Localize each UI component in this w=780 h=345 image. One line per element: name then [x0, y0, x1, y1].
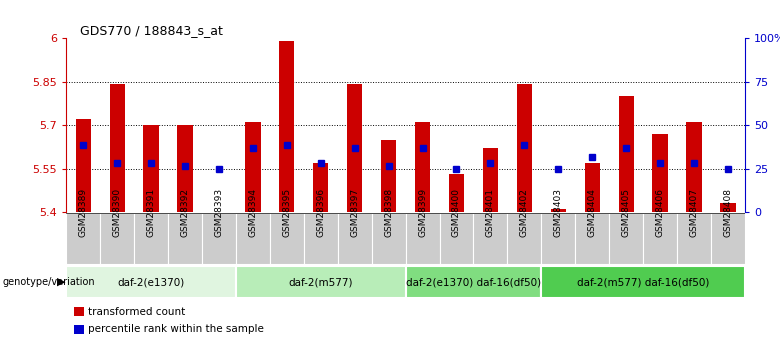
Text: GSM28408: GSM28408	[723, 188, 732, 237]
Bar	[406, 266, 541, 298]
Bar	[177, 125, 193, 212]
Bar	[551, 209, 566, 212]
Text: GSM28391: GSM28391	[147, 188, 156, 237]
Text: GSM28396: GSM28396	[316, 188, 325, 237]
Text: GSM28390: GSM28390	[112, 188, 122, 237]
Text: GSM28405: GSM28405	[622, 188, 631, 237]
Bar	[652, 134, 668, 212]
Text: genotype/variation: genotype/variation	[2, 277, 95, 287]
Text: daf-2(e1370): daf-2(e1370)	[118, 277, 185, 287]
Text: GDS770 / 188843_s_at: GDS770 / 188843_s_at	[80, 24, 223, 37]
Bar	[202, 213, 236, 264]
Bar	[76, 119, 91, 212]
Text: GSM28398: GSM28398	[384, 188, 393, 237]
Bar	[483, 148, 498, 212]
Text: GSM28394: GSM28394	[248, 188, 257, 237]
Text: GSM28397: GSM28397	[350, 188, 360, 237]
Text: daf-2(e1370) daf-16(df50): daf-2(e1370) daf-16(df50)	[406, 277, 541, 287]
Text: GSM28392: GSM28392	[180, 188, 190, 237]
Bar	[109, 85, 125, 212]
Bar	[381, 140, 396, 212]
Text: percentile rank within the sample: percentile rank within the sample	[88, 325, 264, 334]
Text: GSM28403: GSM28403	[554, 188, 563, 237]
Text: GSM28395: GSM28395	[282, 188, 292, 237]
Text: GSM28407: GSM28407	[690, 188, 699, 237]
Bar	[541, 266, 745, 298]
Bar	[66, 266, 236, 298]
Bar	[643, 213, 677, 264]
Bar	[245, 122, 261, 212]
Bar	[541, 213, 576, 264]
Bar	[134, 213, 168, 264]
Bar	[473, 213, 508, 264]
Bar	[415, 122, 431, 212]
Bar	[304, 213, 338, 264]
Text: transformed count: transformed count	[88, 307, 186, 316]
Bar	[711, 213, 745, 264]
Bar	[279, 41, 295, 212]
Bar	[440, 213, 473, 264]
Bar	[720, 204, 736, 212]
Bar	[619, 96, 634, 212]
Text: GSM28389: GSM28389	[79, 188, 88, 237]
Bar	[686, 122, 702, 212]
Text: GSM28399: GSM28399	[418, 188, 427, 237]
Text: GSM28401: GSM28401	[486, 188, 495, 237]
Text: daf-2(m577) daf-16(df50): daf-2(m577) daf-16(df50)	[577, 277, 709, 287]
Bar	[338, 213, 372, 264]
Bar	[313, 163, 328, 212]
Bar	[144, 125, 159, 212]
Bar	[677, 213, 711, 264]
Bar	[448, 175, 464, 212]
Bar	[507, 213, 541, 264]
Bar	[270, 213, 304, 264]
Bar	[236, 213, 270, 264]
Bar	[101, 213, 134, 264]
Bar	[576, 213, 609, 264]
Text: ▶: ▶	[57, 277, 66, 287]
Text: GSM28404: GSM28404	[587, 188, 597, 237]
Bar	[584, 163, 600, 212]
Text: GSM28402: GSM28402	[519, 188, 529, 237]
Text: daf-2(m577): daf-2(m577)	[289, 277, 353, 287]
Bar	[236, 266, 406, 298]
Bar	[609, 213, 643, 264]
Bar	[66, 213, 101, 264]
Text: GSM28406: GSM28406	[655, 188, 665, 237]
Bar	[347, 85, 363, 212]
Bar	[168, 213, 202, 264]
Bar	[371, 213, 406, 264]
Bar	[406, 213, 440, 264]
Text: GSM28393: GSM28393	[215, 188, 224, 237]
Text: GSM28400: GSM28400	[452, 188, 461, 237]
Bar	[516, 85, 532, 212]
